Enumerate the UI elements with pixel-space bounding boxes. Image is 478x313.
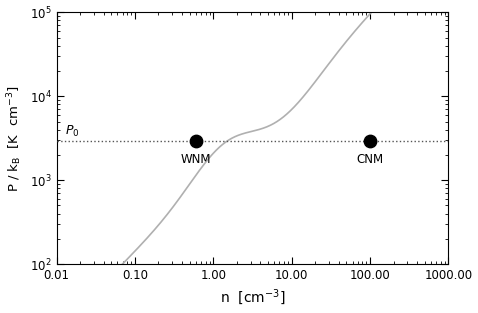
Point (366, 139, 374, 144)
Point (192, 139, 200, 144)
Text: P$_0$: P$_0$ (65, 124, 80, 139)
Text: CNM: CNM (357, 153, 383, 167)
X-axis label: n  [cm$^{-3}$]: n [cm$^{-3}$] (220, 288, 285, 307)
Text: WNM: WNM (181, 153, 211, 167)
Y-axis label: P / k$_{\rm B}$  [K  cm$^{-3}$]: P / k$_{\rm B}$ [K cm$^{-3}$] (6, 85, 24, 192)
